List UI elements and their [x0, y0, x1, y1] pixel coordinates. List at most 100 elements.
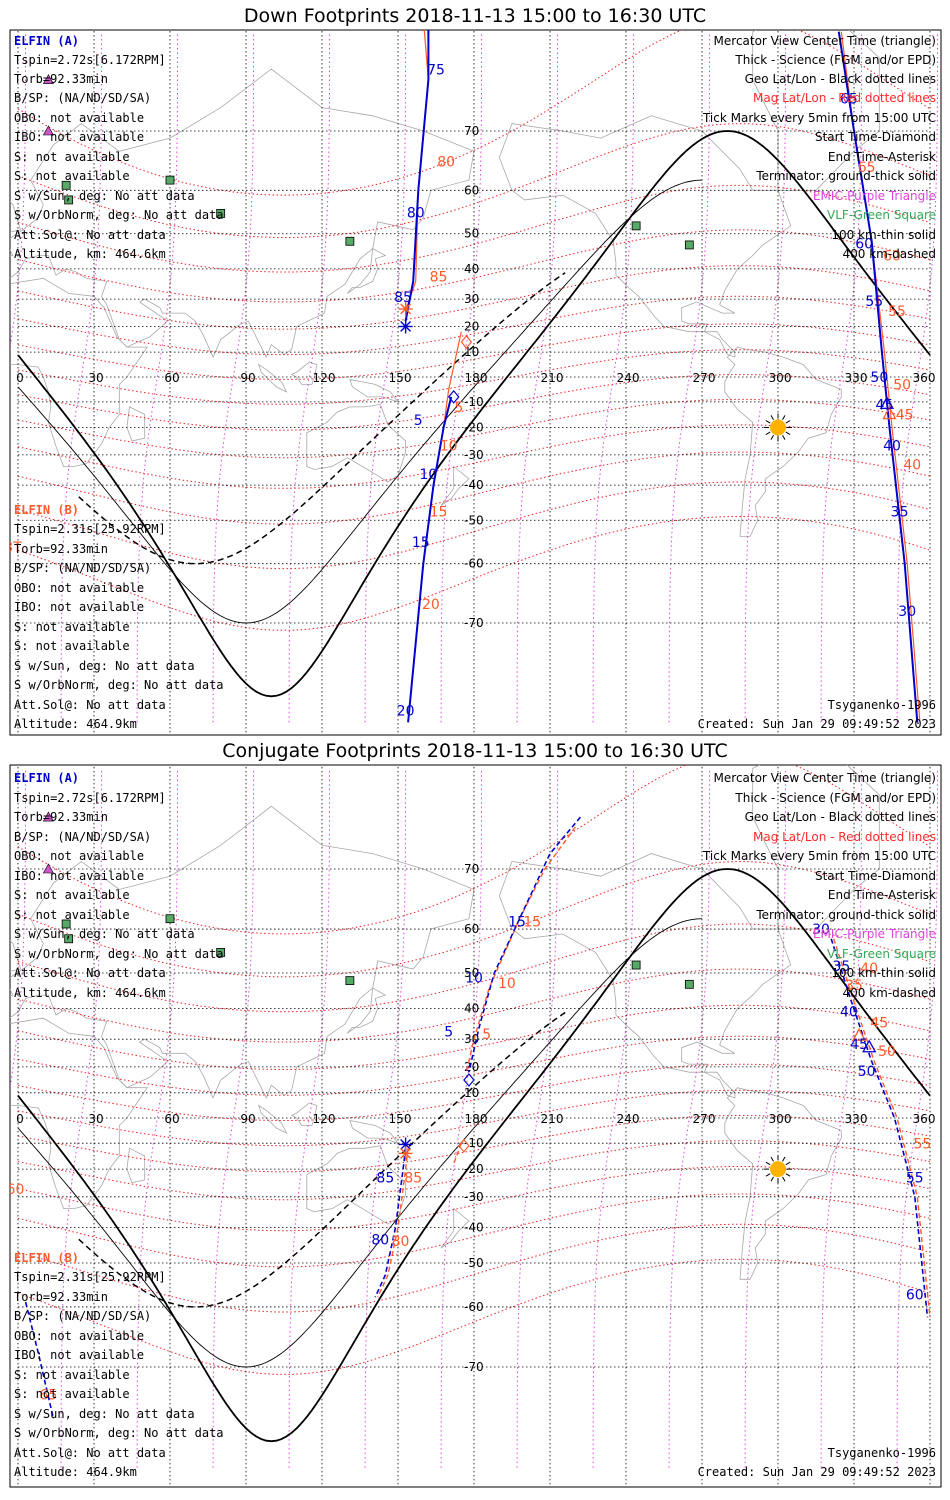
elfin-b-line: S w/OrbNorm, deg: No att data: [14, 678, 224, 692]
end-time-asterisk: [398, 1146, 413, 1161]
mag-lat-line: [17, 1140, 931, 1201]
lon-tick-label: 240: [617, 1112, 640, 1126]
track-time-label: 60: [883, 249, 901, 265]
track-time-label: 50: [893, 377, 911, 393]
mag-lon-line: [136, 31, 179, 723]
lon-tick-label: 120: [313, 371, 336, 385]
track-time-label: 5: [454, 400, 463, 416]
track-time-label: 60: [906, 1288, 924, 1304]
lon-tick-label: 150: [389, 1112, 412, 1126]
vlf-station-square: [345, 236, 355, 246]
vlf-station-square: [631, 221, 641, 231]
legend-item: Geo Lat/Lon - Black dotted lines: [745, 72, 936, 86]
elfin-a-track: [468, 816, 582, 1073]
panel-down-footprints: Down Footprints 2018-11-13 15:00 to 16:3…: [9, 5, 942, 736]
end-time-asterisk: [398, 301, 413, 316]
footprint-tracks: 0 30 60 90 120 150 180 210 240 270 300 330 360 70 60 50…: [10, 30, 935, 723]
lon-tick-label: 180: [465, 1112, 488, 1126]
mag-lon-line: [364, 31, 407, 723]
lon-tick-label: 0: [16, 1112, 24, 1126]
land-outline: [346, 247, 387, 294]
track-time-label: 20: [422, 597, 440, 613]
mag-lat-line: [17, 1115, 931, 1173]
elfin-a-line: Torb=92.33min: [14, 810, 108, 824]
mag-lon-line: [10, 31, 27, 351]
track-time-label: 15: [412, 535, 430, 551]
track-time-label: 15: [523, 915, 541, 931]
legend-item: VLF-Green Square: [827, 208, 936, 222]
lat-tick-label: 60: [464, 922, 479, 936]
model-label: Tsyganenko-1996: [828, 1446, 936, 1460]
elfin-b-line: Att.Sol@: No att data: [14, 1446, 166, 1460]
track-time-label: 55: [888, 304, 906, 320]
legend: Mercator View Center Time (triangle) Thi…: [702, 771, 936, 1000]
elfin-a-line: Att.Sol@: No att data: [14, 228, 166, 242]
lat-tick-label: 10: [464, 1086, 479, 1100]
track-time-label: 50: [878, 1044, 896, 1060]
mag-lon-line: [212, 31, 255, 723]
legend-item: Tick Marks every 5min from 15:00 UTC: [702, 111, 936, 125]
model-label: Tsyganenko-1996: [828, 698, 936, 712]
track-time-label: 15: [430, 504, 448, 520]
track-time-label: 45: [875, 397, 893, 413]
lat-tick-label: 30: [464, 292, 479, 306]
lon-tick-label: 300: [769, 371, 792, 385]
lon-tick-label: 240: [617, 371, 640, 385]
end-time-asterisk: [398, 319, 413, 334]
land-outline: [752, 30, 880, 191]
land-outline: [10, 277, 148, 467]
elfin-a-info: ELFIN (A) Tspin=2.72s[6.172RPM] Torb=92.…: [14, 34, 224, 261]
land-outline: [440, 1207, 470, 1249]
land-outline: [306, 1145, 406, 1225]
panel-conjugate-footprints: Conjugate Footprints 2018-11-13 15:00 to…: [9, 740, 942, 1488]
track-time-label: 35: [832, 959, 850, 975]
lon-tick-label: 0: [16, 371, 24, 385]
lat-tick-label: 20: [464, 1060, 479, 1074]
lat-tick-label: 70: [464, 862, 479, 876]
land-outline: [724, 1087, 842, 1280]
lon-tick-label: 180: [465, 371, 488, 385]
land-outline: [126, 406, 146, 442]
track-time-label: 85: [376, 1171, 394, 1187]
lon-tick-label: 330: [845, 1112, 868, 1126]
elfin-b-line: Altitude: 464.9km: [14, 1465, 137, 1479]
map-frame: [9, 29, 942, 736]
vlf-station-square: [345, 976, 355, 986]
track-time-label: 50: [858, 1064, 876, 1080]
legend-item: EMIC-Purple Triangle: [813, 927, 936, 941]
legend-item: End Time-Asterisk: [828, 150, 936, 164]
track-time-label: 55: [913, 1136, 931, 1152]
elfin-a-line: B/SP: (NA/ND/SD/SA): [14, 830, 151, 844]
lat-tick-label: -40: [464, 478, 484, 492]
track-time-label: 50: [870, 370, 888, 386]
mag-lon-line: [744, 31, 787, 723]
elfin-b-line: Att.Sol@: No att data: [14, 698, 166, 712]
vlf-station-square: [684, 979, 694, 989]
lon-tick-label: 270: [693, 371, 716, 385]
elfin-b-track: [377, 1148, 409, 1298]
track-time-label: 15: [508, 915, 526, 931]
elfin-a-track: [837, 31, 919, 723]
elfin-a-track: [374, 1148, 407, 1298]
track-time-label: 10: [440, 439, 458, 455]
start-time-diamond: [447, 389, 460, 404]
track-time-label: 45: [850, 1037, 868, 1053]
elfin-b-line: IBO: not available: [14, 1348, 144, 1362]
mag-lon-line: [60, 31, 103, 723]
start-time-diamond: [458, 1138, 470, 1153]
elfin-b-line: Altitude: 464.9km: [14, 717, 137, 731]
track-time-label: 40: [903, 458, 921, 474]
elfin-a-line: S: not available: [14, 908, 130, 922]
legend-item: EMIC-Purple Triangle: [813, 189, 936, 203]
mag-lat-line: [17, 1035, 931, 1096]
elfin-a-line: Altitude, km: 464.6km: [14, 986, 166, 1000]
vlf-station-square: [165, 175, 175, 185]
lat-tick-label: -10: [464, 1136, 484, 1150]
legend-item: Terminator: ground-thick solid: [755, 908, 936, 922]
track-time-label: 45: [870, 1015, 888, 1031]
land-outline: [10, 201, 22, 233]
elfin-a-line: IBO: not available: [14, 130, 144, 144]
created-label: Created: Sun Jan 29 09:49:52 2023: [698, 717, 936, 731]
legend-item: Terminator: ground-thick solid: [755, 169, 936, 183]
center-time-triangle: [882, 406, 897, 420]
